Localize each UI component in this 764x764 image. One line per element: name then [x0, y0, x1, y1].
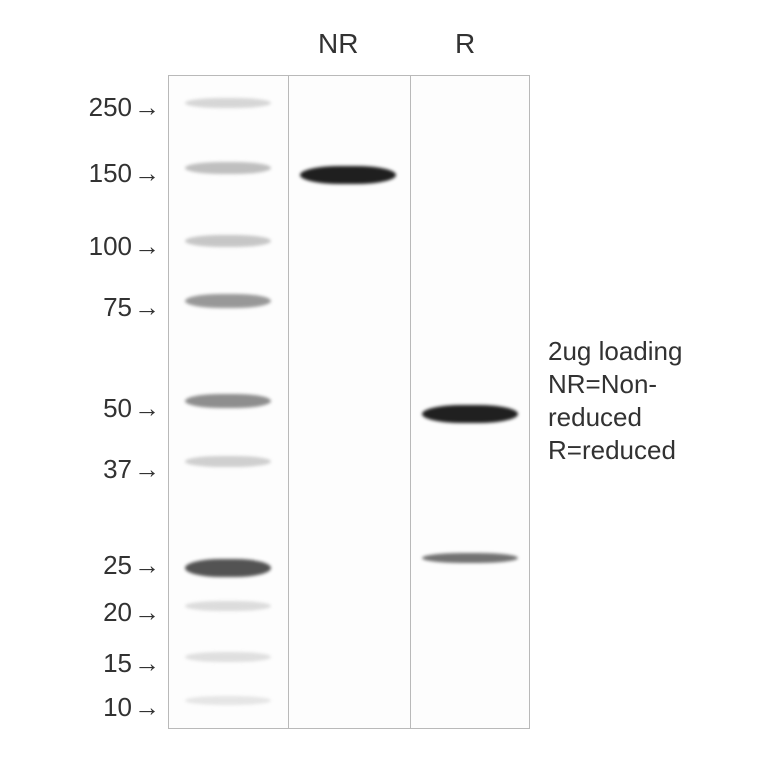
ladder-band [185, 652, 271, 662]
r-lane-band [422, 553, 518, 563]
annotation-line: NR=Non- [548, 368, 682, 401]
mw-marker-label: 50→ [103, 393, 160, 424]
mw-marker-number: 100 [89, 231, 132, 262]
mw-marker-number: 25 [103, 550, 132, 581]
arrow-right-icon: → [134, 456, 160, 482]
arrow-right-icon: → [134, 694, 160, 720]
lane-divider [410, 75, 411, 729]
arrow-right-icon: → [134, 599, 160, 625]
arrow-right-icon: → [134, 395, 160, 421]
arrow-right-icon: → [134, 294, 160, 320]
arrow-right-icon: → [134, 160, 160, 186]
mw-marker-number: 150 [89, 158, 132, 189]
nr-lane-band [300, 166, 396, 184]
mw-marker-number: 37 [103, 454, 132, 485]
lane-divider [288, 75, 289, 729]
mw-marker-number: 15 [103, 648, 132, 679]
ladder-band [185, 559, 271, 577]
mw-marker-label: 250→ [89, 92, 160, 123]
lane-header-label: NR [318, 28, 358, 60]
mw-marker-number: 20 [103, 597, 132, 628]
mw-marker-label: 75→ [103, 292, 160, 323]
ladder-band [185, 394, 271, 408]
annotation-line: reduced [548, 401, 682, 434]
ladder-band [185, 696, 271, 705]
arrow-right-icon: → [134, 552, 160, 578]
lane-header-label: R [455, 28, 475, 60]
mw-marker-number: 75 [103, 292, 132, 323]
annotation-line: 2ug loading [548, 335, 682, 368]
mw-marker-label: 15→ [103, 648, 160, 679]
mw-marker-label: 25→ [103, 550, 160, 581]
mw-marker-label: 100→ [89, 231, 160, 262]
r-lane-band [422, 405, 518, 423]
mw-marker-number: 50 [103, 393, 132, 424]
ladder-band [185, 162, 271, 174]
mw-marker-number: 10 [103, 692, 132, 723]
mw-marker-label: 150→ [89, 158, 160, 189]
ladder-band [185, 456, 271, 467]
mw-marker-label: 10→ [103, 692, 160, 723]
mw-marker-label: 20→ [103, 597, 160, 628]
arrow-right-icon: → [134, 233, 160, 259]
arrow-right-icon: → [134, 650, 160, 676]
ladder-band [185, 98, 271, 108]
right-annotation-block: 2ug loadingNR=Non-reducedR=reduced [548, 335, 682, 467]
ladder-band [185, 601, 271, 611]
ladder-band [185, 294, 271, 308]
annotation-line: R=reduced [548, 434, 682, 467]
mw-marker-label: 37→ [103, 454, 160, 485]
mw-marker-number: 250 [89, 92, 132, 123]
arrow-right-icon: → [134, 94, 160, 120]
ladder-band [185, 235, 271, 247]
